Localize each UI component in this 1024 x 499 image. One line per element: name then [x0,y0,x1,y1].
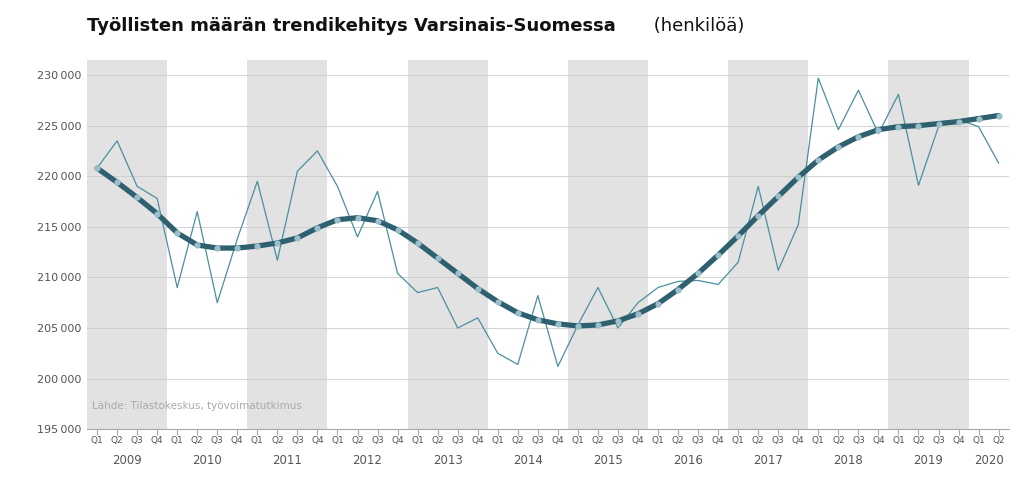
Point [630,310,646,318]
Point [890,123,906,131]
Point [370,217,386,225]
Point [850,133,866,141]
Text: Lähde: Tilastokeskus, työvoimatutkimus: Lähde: Tilastokeskus, työvoimatutkimus [92,401,301,411]
Point [450,269,466,277]
Point [389,226,406,234]
Point [690,269,707,277]
Bar [87,60,167,429]
Point [189,241,206,249]
Point [830,143,847,151]
Point [770,193,786,201]
Bar [408,60,487,429]
Point [309,224,326,232]
Point [349,214,366,222]
Point [650,300,667,308]
Point [489,298,506,306]
Point [810,156,826,164]
Point [89,164,105,172]
Point [209,244,225,252]
Point [931,120,947,128]
Point [971,115,987,123]
Point [670,285,686,293]
Point [410,239,426,247]
Point [249,242,265,250]
Bar [568,60,648,429]
Point [730,232,746,240]
Point [289,234,305,242]
Point [870,126,887,134]
Point [590,321,606,329]
Text: (henkilöä): (henkilöä) [648,17,744,35]
Point [330,216,346,224]
Point [129,194,145,202]
Bar [248,60,328,429]
Point [550,320,566,328]
Point [950,118,967,126]
Point [529,316,546,324]
Point [791,173,807,181]
Point [710,251,726,259]
Point [148,210,165,218]
Point [569,322,586,330]
Point [910,122,927,130]
Point [229,244,246,252]
Bar [728,60,808,429]
Point [609,317,626,325]
Point [269,239,286,247]
Point [510,309,526,317]
Point [990,112,1007,120]
Point [109,178,125,186]
Point [169,229,185,237]
Bar [889,60,969,429]
Text: Työllisten määrän trendikehitys Varsinais-Suomessa: Työllisten määrän trendikehitys Varsinai… [87,17,615,35]
Point [750,212,766,220]
Point [429,254,445,262]
Point [470,284,486,292]
